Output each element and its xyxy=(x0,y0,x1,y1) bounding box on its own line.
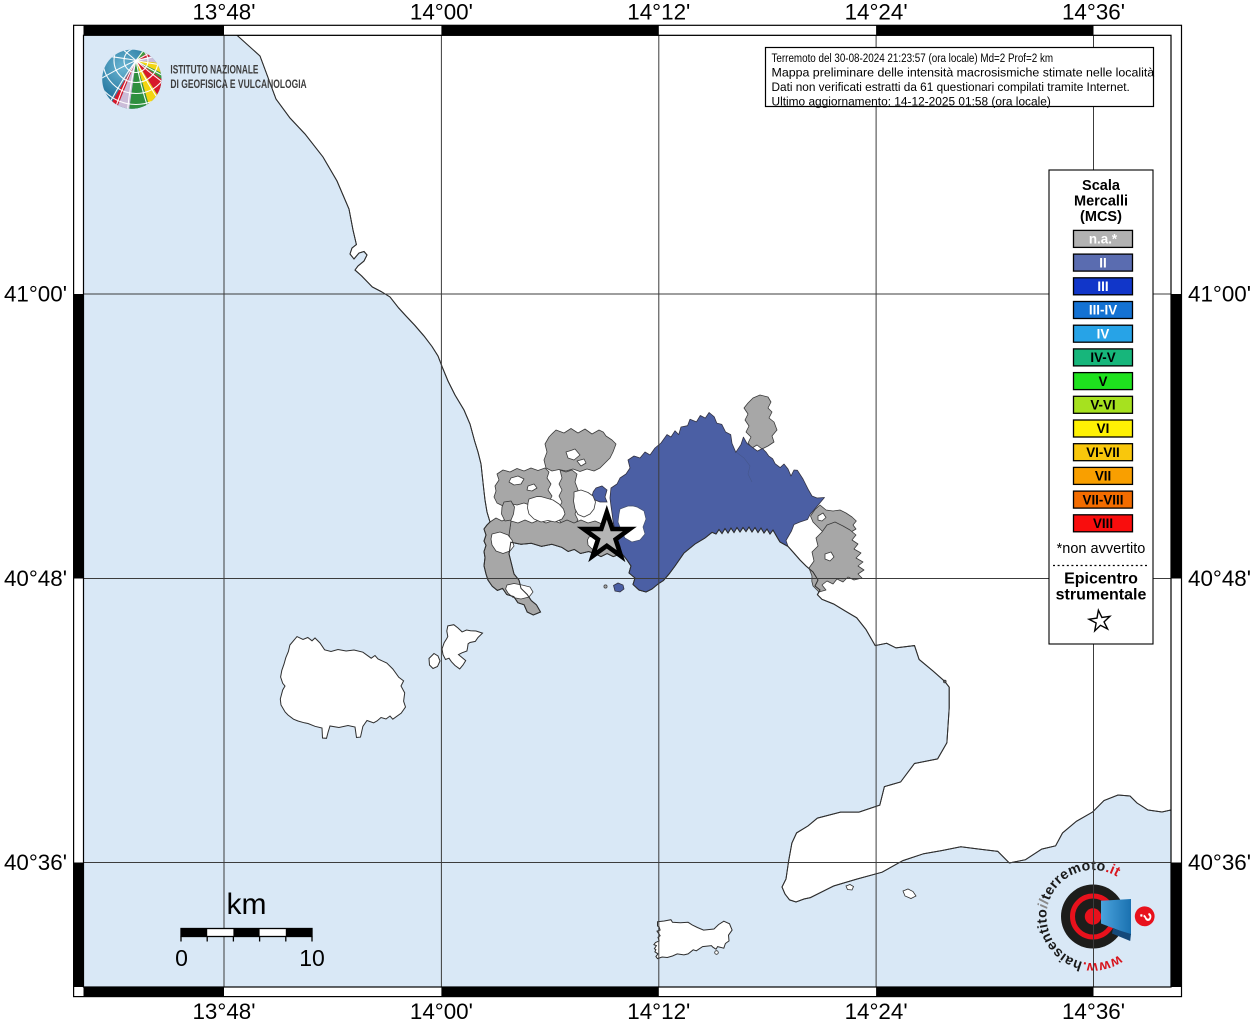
svg-text:14°36': 14°36' xyxy=(1062,999,1125,1024)
svg-text:40°36': 40°36' xyxy=(4,850,67,875)
svg-text:Mercalli: Mercalli xyxy=(1074,194,1128,210)
svg-text:14°00': 14°00' xyxy=(410,999,473,1024)
svg-text:III-IV: III-IV xyxy=(1089,303,1117,318)
svg-text:14°12': 14°12' xyxy=(627,999,690,1024)
svg-text:VI: VI xyxy=(1097,421,1110,436)
svg-text:14°12': 14°12' xyxy=(627,0,690,25)
svg-text:DI GEOFISICA E VULCANOLOGIA: DI GEOFISICA E VULCANOLOGIA xyxy=(170,77,306,91)
svg-text:*non avvertito: *non avvertito xyxy=(1057,541,1146,557)
svg-text:Dati non verificati estratti d: Dati non verificati estratti da 61 quest… xyxy=(772,80,1130,94)
svg-text:strumentale: strumentale xyxy=(1056,587,1147,604)
svg-text:V-VI: V-VI xyxy=(1090,398,1115,413)
svg-text:VII: VII xyxy=(1095,469,1111,484)
svg-text:V: V xyxy=(1099,374,1108,389)
svg-text:Terremoto del 30-08-2024 21:23: Terremoto del 30-08-2024 21:23:57 (ora l… xyxy=(772,51,1054,65)
svg-text:Mappa preliminare delle intens: Mappa preliminare delle intensità macros… xyxy=(772,66,1155,80)
svg-text:40°36': 40°36' xyxy=(1188,850,1251,875)
svg-text:Epicentro: Epicentro xyxy=(1064,571,1138,588)
svg-text:ISTITUTO NAZIONALE: ISTITUTO NAZIONALE xyxy=(170,63,258,77)
svg-text:40°48': 40°48' xyxy=(1188,566,1251,591)
svg-text:14°00': 14°00' xyxy=(410,0,473,25)
svg-text:IV: IV xyxy=(1097,326,1110,341)
svg-text:(MCS): (MCS) xyxy=(1080,209,1122,225)
svg-text:n.a.*: n.a.* xyxy=(1089,232,1118,247)
svg-text:13°48': 13°48' xyxy=(192,0,255,25)
svg-text:Ultimo aggiornamento: 14-12-20: Ultimo aggiornamento: 14-12-2025 01:58 (… xyxy=(772,95,1051,109)
svg-text:41°00': 41°00' xyxy=(1188,282,1251,307)
svg-text:41°00': 41°00' xyxy=(4,282,67,307)
svg-text:III: III xyxy=(1097,279,1108,294)
svg-text:II: II xyxy=(1099,255,1106,270)
svg-text:?: ? xyxy=(1135,910,1153,923)
svg-text:14°36': 14°36' xyxy=(1062,0,1125,25)
svg-text:13°48': 13°48' xyxy=(192,999,255,1024)
svg-text:14°24': 14°24' xyxy=(845,0,908,25)
svg-text:km: km xyxy=(227,888,267,921)
svg-text:VII-VIII: VII-VIII xyxy=(1083,492,1124,507)
svg-text:IV-V: IV-V xyxy=(1090,350,1115,365)
svg-text:0: 0 xyxy=(175,945,188,971)
svg-text:Scala: Scala xyxy=(1082,178,1121,194)
svg-text:VIII: VIII xyxy=(1093,516,1113,531)
svg-text:40°48': 40°48' xyxy=(4,566,67,591)
svg-text:10: 10 xyxy=(299,945,325,971)
svg-text:14°24': 14°24' xyxy=(845,999,908,1024)
svg-text:VI-VII: VI-VII xyxy=(1086,445,1119,460)
